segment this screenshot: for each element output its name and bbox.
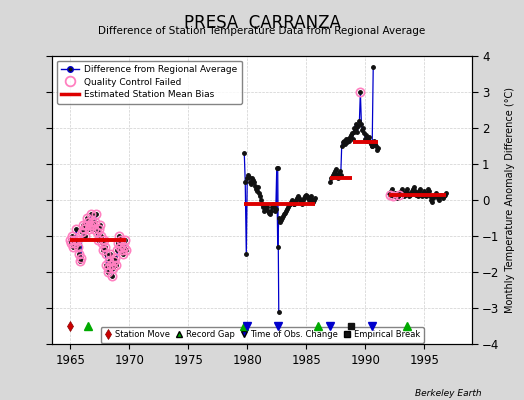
Text: Difference of Station Temperature Data from Regional Average: Difference of Station Temperature Data f… [99,26,425,36]
Text: PRESA  CARRANZA: PRESA CARRANZA [183,14,341,32]
Legend: Station Move, Record Gap, Time of Obs. Change, Empirical Break: Station Move, Record Gap, Time of Obs. C… [101,327,423,343]
Y-axis label: Monthly Temperature Anomaly Difference (°C): Monthly Temperature Anomaly Difference (… [505,87,515,313]
Text: Berkeley Earth: Berkeley Earth [416,389,482,398]
